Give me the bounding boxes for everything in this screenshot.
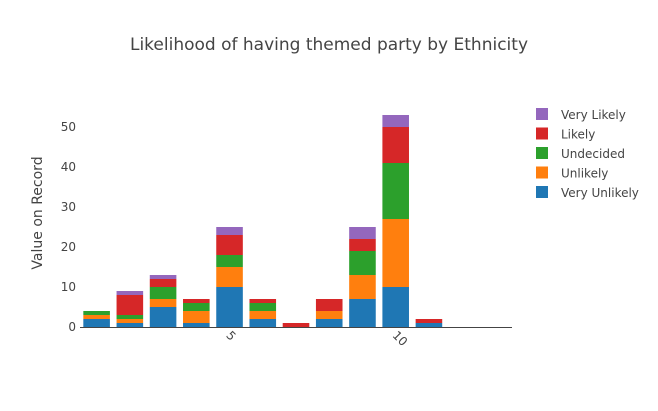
chart-title: Likelihood of having themed party by Eth…	[130, 35, 528, 55]
bar-very-unlikely-11	[349, 299, 376, 327]
bar-unlikely-12	[382, 219, 409, 287]
legend-label-undecided: Undecided	[561, 147, 625, 161]
bar-very-likely-12	[382, 115, 409, 127]
bar-likely-9	[282, 323, 310, 327]
bars-group	[83, 115, 443, 327]
bar-undecided-4	[116, 315, 144, 319]
bar-likely-5	[149, 279, 177, 287]
bar-undecided-8	[249, 303, 277, 311]
bar-likely-6	[183, 299, 210, 303]
bar-very-unlikely-10	[315, 319, 343, 327]
bar-very-unlikely-8	[249, 319, 277, 327]
bar-very-likely-4	[116, 291, 144, 295]
legend: Very Likely Likely Undecided Unlikely Very U…	[536, 108, 639, 200]
legend-swatch-very-unlikely	[536, 186, 548, 198]
bar-undecided-5	[149, 287, 177, 299]
bar-undecided-6	[183, 303, 210, 311]
bar-unlikely-10	[315, 311, 343, 319]
bar-likely-10	[315, 299, 343, 311]
bar-very-unlikely-3	[83, 319, 110, 327]
bar-likely-11	[349, 239, 376, 251]
bar-very-unlikely-12	[382, 287, 409, 327]
legend-label-likely: Likely	[561, 128, 595, 142]
y-tick-label: 20	[61, 240, 76, 254]
y-tick-label: 50	[61, 120, 76, 134]
legend-label-very-unlikely: Very Unlikely	[561, 186, 639, 200]
bar-likely-12	[382, 127, 409, 163]
bar-very-unlikely-7	[216, 287, 243, 327]
bar-very-likely-5	[149, 275, 177, 279]
y-axis-label: Value on Record	[30, 156, 46, 269]
bar-very-likely-7	[216, 227, 243, 235]
legend-swatch-likely	[536, 127, 548, 140]
bar-likely-7	[216, 235, 243, 255]
bar-unlikely-6	[183, 311, 210, 323]
bar-very-likely-11	[349, 227, 376, 239]
bar-undecided-7	[216, 255, 243, 267]
bar-unlikely-11	[349, 275, 376, 299]
bar-unlikely-8	[249, 311, 277, 319]
y-tick-label: 40	[61, 160, 76, 174]
bar-very-unlikely-6	[183, 323, 210, 327]
bar-unlikely-5	[149, 299, 177, 307]
bar-likely-8	[249, 299, 277, 303]
x-tick-label: 5	[223, 328, 238, 343]
bar-undecided-11	[349, 251, 376, 275]
bar-very-unlikely-4	[116, 323, 144, 327]
legend-label-very-likely: Very Likely	[561, 108, 626, 122]
bar-likely-13	[415, 319, 443, 323]
y-tick-label: 30	[61, 200, 76, 214]
y-axis-ticks: 0 10 20 30 40 50	[61, 120, 76, 334]
bar-unlikely-3	[83, 315, 110, 319]
bar-unlikely-4	[116, 319, 144, 323]
legend-swatch-very-likely	[536, 108, 548, 120]
legend-swatch-undecided	[536, 147, 548, 159]
bar-unlikely-7	[216, 267, 243, 287]
bar-undecided-12	[382, 163, 409, 219]
y-tick-label: 0	[68, 320, 76, 334]
x-tick-label: 10	[390, 328, 411, 349]
bar-likely-4	[116, 295, 144, 315]
x-axis-ticks: 5 10	[223, 328, 410, 349]
bar-very-unlikely-13	[415, 323, 443, 327]
legend-label-unlikely: Unlikely	[561, 167, 608, 181]
legend-swatch-unlikely	[536, 166, 548, 179]
bar-very-unlikely-5	[149, 307, 177, 327]
bar-undecided-3	[83, 311, 110, 315]
y-tick-label: 10	[61, 280, 76, 294]
